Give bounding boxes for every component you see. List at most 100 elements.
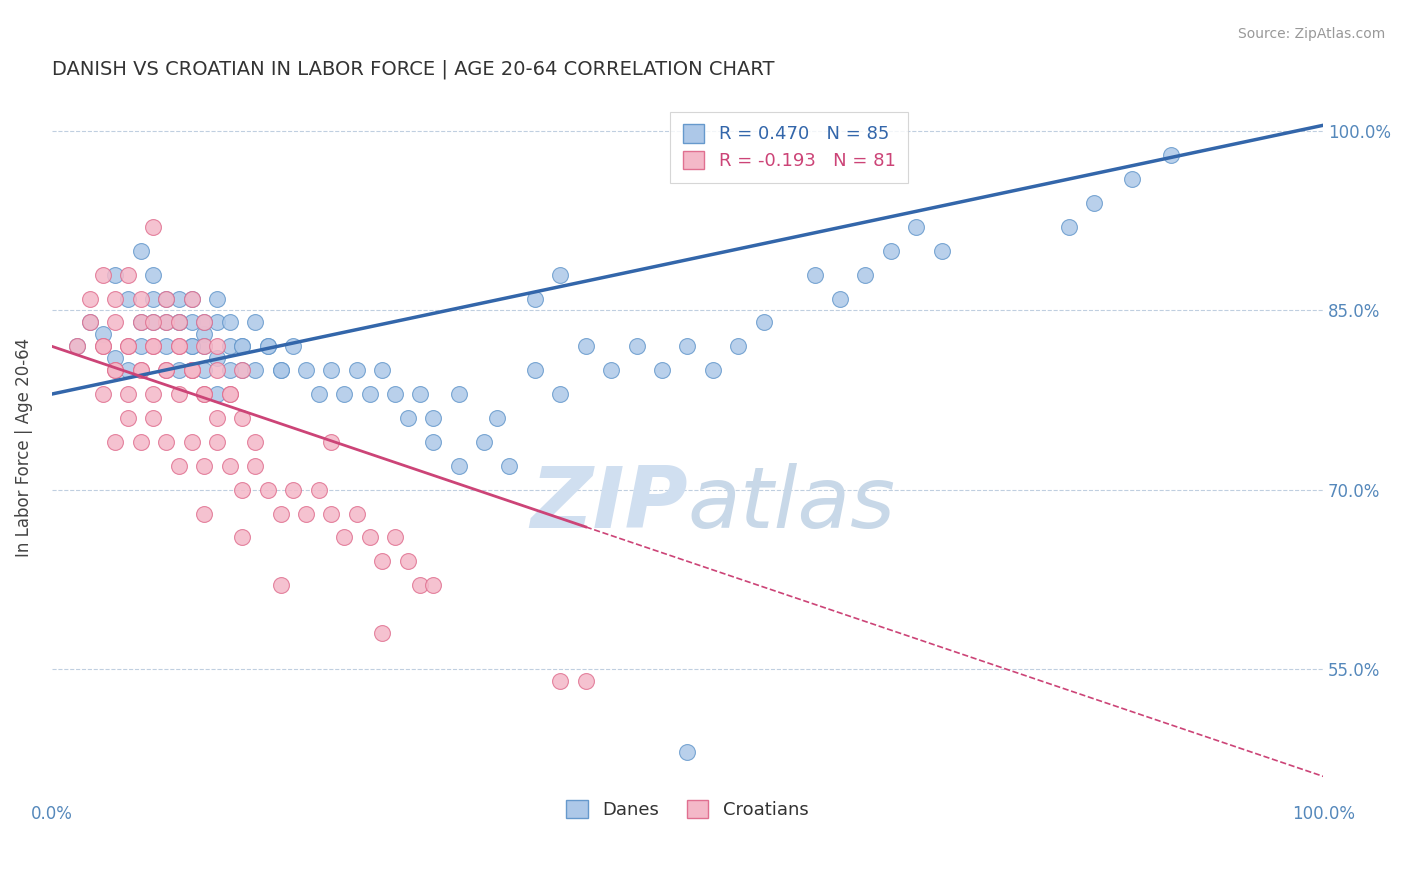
Point: [396, 554, 419, 568]
Point: [193, 327, 215, 342]
Point: [931, 244, 953, 258]
Point: [257, 483, 280, 497]
Point: [308, 483, 330, 497]
Point: [384, 530, 406, 544]
Point: [485, 411, 508, 425]
Point: [371, 626, 394, 640]
Point: [129, 339, 152, 353]
Point: [231, 363, 253, 377]
Point: [142, 268, 165, 282]
Point: [231, 411, 253, 425]
Point: [371, 554, 394, 568]
Point: [129, 315, 152, 329]
Point: [155, 315, 177, 329]
Point: [218, 339, 240, 353]
Point: [205, 292, 228, 306]
Point: [676, 746, 699, 760]
Point: [803, 268, 825, 282]
Point: [371, 363, 394, 377]
Point: [1083, 196, 1105, 211]
Point: [283, 483, 305, 497]
Point: [498, 458, 520, 473]
Point: [243, 315, 266, 329]
Point: [155, 292, 177, 306]
Point: [600, 363, 623, 377]
Point: [129, 315, 152, 329]
Point: [752, 315, 775, 329]
Point: [231, 483, 253, 497]
Text: Source: ZipAtlas.com: Source: ZipAtlas.com: [1237, 27, 1385, 41]
Point: [447, 458, 470, 473]
Point: [447, 387, 470, 401]
Point: [359, 530, 381, 544]
Point: [193, 315, 215, 329]
Point: [129, 434, 152, 449]
Point: [855, 268, 877, 282]
Point: [167, 315, 190, 329]
Point: [155, 363, 177, 377]
Point: [905, 219, 928, 234]
Point: [727, 339, 749, 353]
Point: [575, 673, 598, 688]
Point: [91, 387, 114, 401]
Point: [346, 363, 368, 377]
Point: [155, 434, 177, 449]
Text: atlas: atlas: [688, 463, 896, 546]
Point: [167, 315, 190, 329]
Point: [523, 363, 546, 377]
Point: [346, 507, 368, 521]
Point: [180, 363, 202, 377]
Point: [91, 339, 114, 353]
Point: [104, 268, 127, 282]
Point: [651, 363, 673, 377]
Point: [155, 363, 177, 377]
Point: [117, 268, 139, 282]
Point: [180, 315, 202, 329]
Point: [117, 411, 139, 425]
Point: [550, 268, 572, 282]
Point: [880, 244, 903, 258]
Point: [167, 315, 190, 329]
Point: [422, 434, 444, 449]
Point: [129, 363, 152, 377]
Point: [231, 339, 253, 353]
Point: [270, 363, 292, 377]
Point: [180, 292, 202, 306]
Point: [283, 339, 305, 353]
Point: [295, 363, 318, 377]
Text: DANISH VS CROATIAN IN LABOR FORCE | AGE 20-64 CORRELATION CHART: DANISH VS CROATIAN IN LABOR FORCE | AGE …: [52, 60, 775, 79]
Point: [193, 507, 215, 521]
Point: [117, 339, 139, 353]
Point: [702, 363, 724, 377]
Point: [205, 315, 228, 329]
Point: [155, 292, 177, 306]
Point: [142, 315, 165, 329]
Point: [180, 434, 202, 449]
Point: [142, 411, 165, 425]
Point: [193, 387, 215, 401]
Point: [155, 315, 177, 329]
Point: [205, 387, 228, 401]
Point: [180, 292, 202, 306]
Point: [155, 339, 177, 353]
Point: [422, 578, 444, 592]
Point: [142, 339, 165, 353]
Point: [142, 315, 165, 329]
Point: [142, 387, 165, 401]
Point: [180, 363, 202, 377]
Point: [626, 339, 648, 353]
Point: [333, 530, 356, 544]
Point: [295, 507, 318, 521]
Point: [205, 339, 228, 353]
Point: [91, 339, 114, 353]
Point: [193, 339, 215, 353]
Point: [167, 458, 190, 473]
Point: [396, 411, 419, 425]
Point: [828, 292, 851, 306]
Point: [104, 351, 127, 366]
Point: [193, 458, 215, 473]
Point: [79, 292, 101, 306]
Point: [91, 268, 114, 282]
Point: [129, 363, 152, 377]
Point: [321, 434, 343, 449]
